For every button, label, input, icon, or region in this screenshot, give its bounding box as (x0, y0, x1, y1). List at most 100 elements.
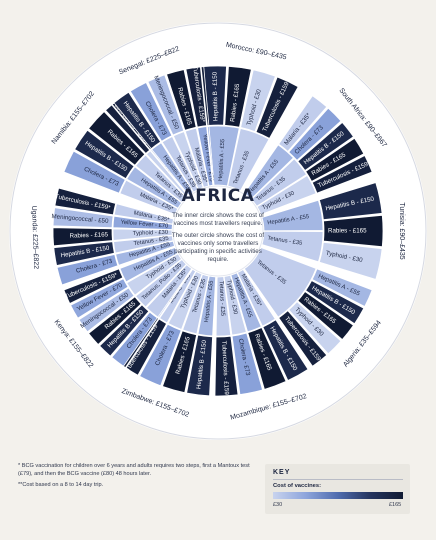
country-label-uganda: Uganda: £225–£822 (30, 206, 39, 270)
country-label-tunisia: Tunisia: £90–£435 (398, 202, 405, 259)
inner-segment-uganda-typhoid (112, 228, 173, 241)
outer-label-tunisia-rabies: Rabies - £165 (328, 228, 367, 235)
inner-label-morocco-hepatitis-a: Hepatitis A - £55 (218, 139, 226, 181)
inner-segment-senegal-hepatitis-a (151, 142, 194, 196)
country-band-kenya (30, 289, 124, 396)
inner-segment-namibia-hepatitis-a (126, 166, 183, 209)
inner-segment-namibia-tetanus (135, 154, 187, 204)
country-band-namibia (30, 66, 124, 173)
footnote-bcg: * BCG vaccination for children over 6 ye… (18, 463, 250, 478)
outer-label-uganda-meningococcal: Meningococcal - £50 (51, 213, 109, 225)
inner-segment-senegal-tetanus (161, 135, 199, 193)
inner-segment-uganda-tetanus (113, 235, 174, 254)
inner-segment-mozambique-malaria (236, 269, 276, 327)
outer-segment-uganda-hepatitis-b (53, 241, 115, 267)
outer-segment-morocco-hepatitis-b (203, 65, 227, 126)
inner-label-uganda-typhoid: Typhoid - £30 (133, 230, 168, 237)
inner-segment-mozambique-typhoid (223, 274, 247, 336)
center-disk (172, 185, 264, 277)
key-label: Cost of vaccines: (273, 483, 321, 489)
country-separator (242, 267, 336, 405)
country-separator (209, 275, 218, 440)
inner-segment-south-africa-tetanus (250, 158, 308, 207)
outer-segment-tunisia-typhoid (318, 241, 383, 280)
country-separator (260, 245, 415, 304)
inner-segment-mozambique-hepatitis-a (230, 272, 262, 333)
country-separator (260, 165, 418, 218)
outer-segment-tunisia-rabies (323, 214, 384, 248)
inner-segment-uganda-malaria (113, 203, 175, 225)
inner-label-uganda-tetanus: Tetanus - £35 (133, 236, 169, 247)
key-gradient-bar (273, 492, 403, 499)
country-separator (195, 23, 215, 187)
outer-label-uganda-rabies: Rabies - £165 (69, 231, 108, 239)
inner-label-mozambique-tetanus: Tetanus - £35 (218, 281, 226, 316)
outer-segment-kenya-meningococcal (78, 287, 135, 333)
outer-segment-tunisia-hepatitis-b (318, 182, 383, 221)
outer-segment-kenya-yellow-fever (70, 278, 129, 319)
outer-segment-uganda-cholera (56, 253, 119, 286)
inner-segment-algeria-tetanus (243, 246, 317, 318)
outer-segment-morocco-rabies (224, 65, 252, 128)
outer-segment-kenya-cholera (111, 311, 158, 367)
outer-segment-zimbabwe-rabies (162, 330, 198, 394)
inner-label-zimbabwe-hepatitis-a: Hepatitis A - £55 (204, 280, 215, 323)
outer-segment-senegal-tuberculosis (185, 66, 210, 128)
country-separator (242, 57, 336, 195)
inner-label-tunisia-tetanus: Tetanus - £35 (267, 236, 303, 247)
inner-segment-uganda-yellow-fever (112, 215, 173, 230)
inner-segment-tunisia-tetanus (261, 230, 324, 263)
outer-segment-namibia-hepatitis-b (74, 129, 135, 180)
outer-segment-senegal-meningococcal (147, 74, 185, 136)
country-separator (21, 245, 176, 304)
country-band-uganda (17, 177, 62, 298)
outer-segment-senegal-hepatitis-b (113, 91, 162, 150)
inner-segment-zimbabwe-tetanus (182, 273, 210, 335)
inner-label-uganda-yellow-fever: Yellow Fever - £70 (120, 220, 168, 230)
country-band-senegal (91, 31, 205, 103)
country-separator (21, 158, 176, 217)
country-band-algeria (312, 289, 406, 396)
outer-segment-mozambique-rabies (247, 327, 287, 390)
outer-segment-uganda-rabies (52, 227, 113, 247)
outer-segment-algeria-hepatitis-a (311, 268, 373, 307)
outer-segment-algeria-rabies (297, 291, 354, 341)
country-band-morocco (199, 31, 317, 87)
inner-segment-kenya-malaria (145, 264, 193, 318)
inner-segment-senegal-yellow-fever (197, 125, 215, 187)
country-separator (83, 70, 190, 198)
outer-segment-namibia-cholera (63, 150, 126, 194)
inner-circle-note: The inner circle shows the cost of vacci… (172, 212, 264, 227)
outer-segment-south-africa-tuberculosis (311, 155, 373, 194)
outer-segment-kenya-hepatitis-b (99, 304, 150, 357)
footnotes: * BCG vaccination for children over 6 ye… (18, 462, 258, 491)
inner-segment-uganda-hepatitis-a (115, 240, 176, 266)
inner-segment-kenya-typhoid (126, 253, 183, 296)
outer-segment-namibia-rabies (88, 111, 146, 166)
outer-segment-south-africa-hepatitis-b (297, 121, 354, 171)
key-max: £165 (389, 502, 402, 508)
inner-segment-kenya-tetanus-polio (135, 258, 187, 308)
outer-segment-algeria-typhoid (288, 301, 342, 355)
country-separator (100, 267, 194, 405)
inner-segment-senegal-typhoid (172, 131, 204, 190)
inner-segment-south-africa-typhoid (256, 175, 317, 216)
inner-segment-south-africa-hepatitis-a (243, 144, 294, 200)
outer-segment-zimbabwe-hepatitis-b (186, 334, 213, 397)
outer-segment-kenya-tuberculosis (63, 268, 124, 304)
key-divider (273, 479, 403, 480)
outer-segment-algeria-hepatitis-b (305, 280, 365, 325)
inner-segment-zimbabwe-typhoid (167, 270, 203, 330)
footnote-trip-length: **Cost based on a 8 to 14 day trip. (18, 481, 104, 488)
outer-segment-mozambique-cholera (231, 332, 264, 395)
key-title: KEY (273, 469, 291, 476)
inner-segment-namibia-malaria (119, 179, 179, 216)
country-band-mozambique (213, 369, 329, 432)
outer-segment-mozambique-hepatitis-b (262, 319, 309, 382)
country-band-tunisia (376, 171, 418, 291)
outer-segment-senegal-cholera (129, 81, 173, 142)
outer-segment-uganda-tuberculosis (54, 187, 117, 216)
outer-segment-uganda-meningococcal (52, 207, 114, 229)
inner-segment-tunisia-hepatitis-a (261, 199, 324, 232)
